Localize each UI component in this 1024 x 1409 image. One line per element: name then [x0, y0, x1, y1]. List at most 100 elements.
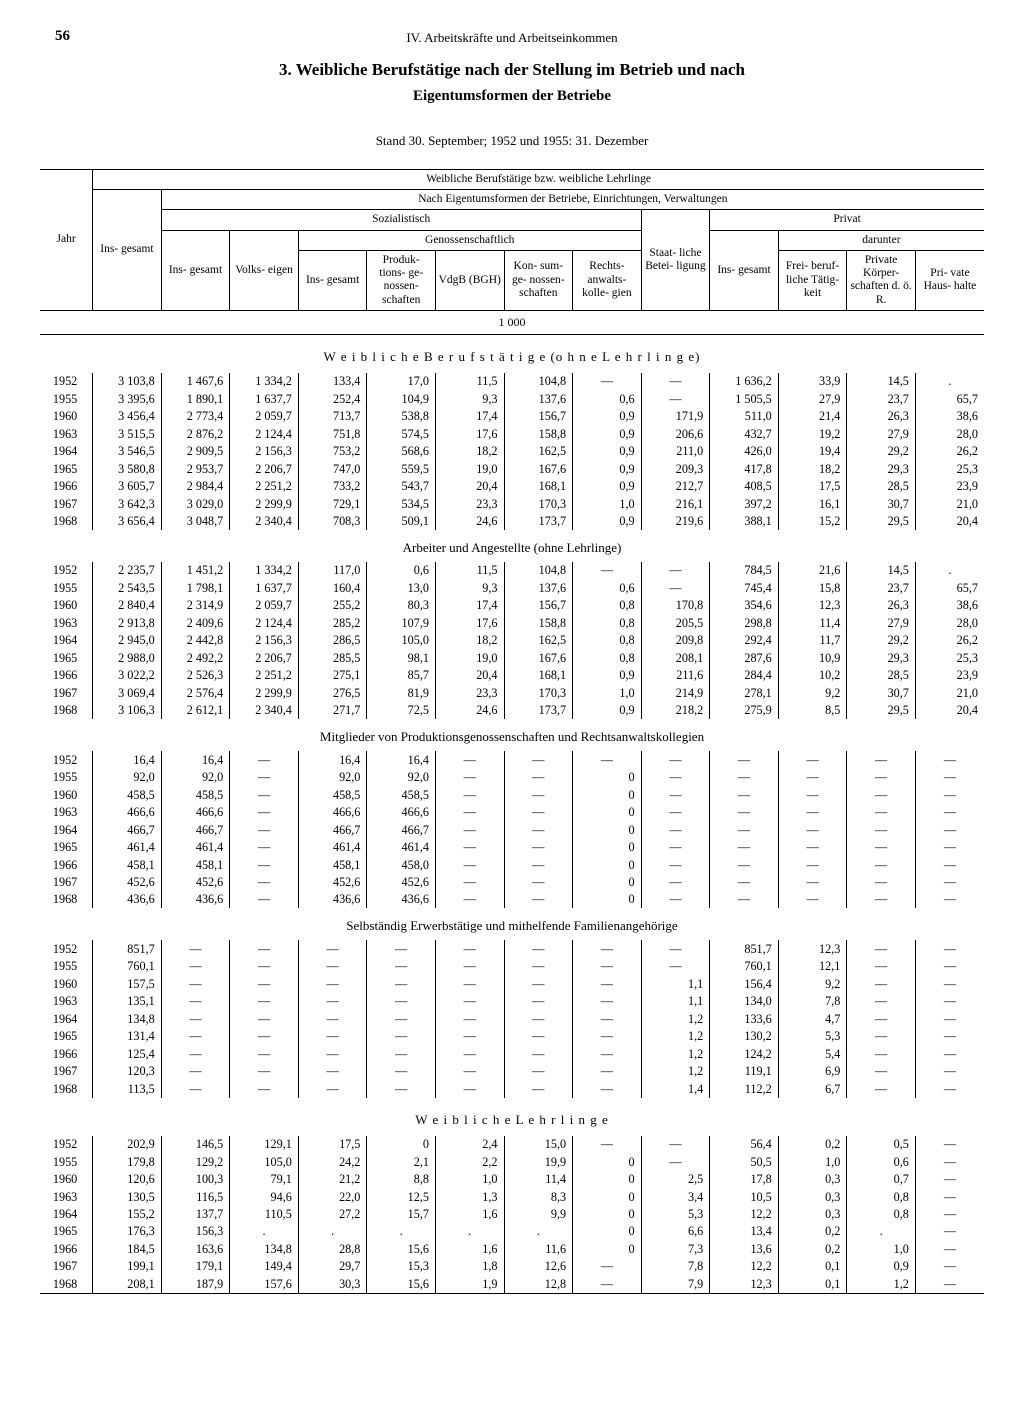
cell: 17,6	[435, 425, 504, 442]
cell: —	[641, 821, 710, 838]
cell: —	[710, 769, 779, 786]
cell: —	[573, 1258, 642, 1275]
cell: —	[504, 839, 573, 856]
cell: —	[504, 1010, 573, 1027]
cell: 1960	[40, 597, 93, 614]
cell: 747,0	[298, 460, 367, 477]
cell: —	[915, 751, 984, 768]
cell: 1966	[40, 856, 93, 873]
cell: 92,0	[298, 769, 367, 786]
cell: —	[915, 1045, 984, 1062]
cell: —	[161, 975, 230, 992]
cell: —	[847, 769, 916, 786]
cell: 120,3	[93, 1063, 162, 1080]
cell: —	[504, 769, 573, 786]
cell: 1 334,2	[230, 562, 299, 579]
cell: 1964	[40, 1010, 93, 1027]
cell: 50,5	[710, 1153, 779, 1170]
cell: 1,3	[435, 1188, 504, 1205]
unit-row: 1 000	[40, 310, 984, 334]
cell: 27,2	[298, 1206, 367, 1223]
cell: 120,6	[93, 1171, 162, 1188]
cell: 23,3	[435, 495, 504, 512]
cell: 24,2	[298, 1153, 367, 1170]
cell: 1963	[40, 993, 93, 1010]
cell: 28,8	[298, 1240, 367, 1257]
cell: 16,4	[298, 751, 367, 768]
cell: 2 206,7	[230, 460, 299, 477]
cell: —	[778, 786, 847, 803]
cell: 20,4	[915, 702, 984, 719]
cell: 149,4	[230, 1258, 299, 1275]
cell: 160,4	[298, 579, 367, 596]
cell: 284,4	[710, 667, 779, 684]
cell: —	[573, 1063, 642, 1080]
cell: 208,1	[93, 1275, 162, 1293]
cell: 81,9	[367, 684, 436, 701]
cell: 117,0	[298, 562, 367, 579]
cell: 292,4	[710, 632, 779, 649]
cell: —	[915, 993, 984, 1010]
cell: 3 580,8	[93, 460, 162, 477]
cell: 1 334,2	[230, 373, 299, 390]
cell: 19,0	[435, 460, 504, 477]
cell: 24,6	[435, 513, 504, 530]
cell: 13,0	[367, 579, 436, 596]
cell: —	[915, 1153, 984, 1170]
cell: 15,2	[778, 513, 847, 530]
cell: —	[504, 856, 573, 873]
cell: 285,2	[298, 614, 367, 631]
cell: —	[847, 804, 916, 821]
cell: 112,2	[710, 1080, 779, 1097]
table-row: 19673 642,33 029,02 299,9729,1534,523,31…	[40, 495, 984, 512]
cell: 29,3	[847, 649, 916, 666]
cell: 23,7	[847, 390, 916, 407]
cell: 17,6	[435, 614, 504, 631]
cell: 1,1	[641, 993, 710, 1010]
cell: —	[298, 1010, 367, 1027]
cell: 179,8	[93, 1153, 162, 1170]
cell: 211,0	[641, 443, 710, 460]
cell: 156,4	[710, 975, 779, 992]
cell: —	[847, 821, 916, 838]
cell: 170,3	[504, 495, 573, 512]
cell: 12,2	[710, 1258, 779, 1275]
cell: 2 945,0	[93, 632, 162, 649]
cell: 155,2	[93, 1206, 162, 1223]
cell: 1,0	[847, 1240, 916, 1257]
cell: 388,1	[710, 513, 779, 530]
cell: —	[847, 839, 916, 856]
cell: 2 251,2	[230, 667, 299, 684]
cell: 436,6	[367, 891, 436, 908]
cell: 12,8	[504, 1275, 573, 1293]
cell: 1960	[40, 1171, 93, 1188]
table-row: 19522 235,71 451,21 334,2117,00,611,5104…	[40, 562, 984, 579]
cell: 170,3	[504, 684, 573, 701]
cell: 94,6	[230, 1188, 299, 1205]
cell: 218,2	[641, 702, 710, 719]
cell: 0	[573, 839, 642, 856]
cell: 29,2	[847, 632, 916, 649]
cell: 0,9	[573, 460, 642, 477]
cell: —	[367, 1063, 436, 1080]
title-line-1: 3. Weibliche Berufstätige nach der Stell…	[40, 60, 984, 80]
cell: —	[847, 1063, 916, 1080]
cell: 3 642,3	[93, 495, 162, 512]
cell: 137,6	[504, 390, 573, 407]
cell: 534,5	[367, 495, 436, 512]
cell: 2 059,7	[230, 597, 299, 614]
cell: 1963	[40, 425, 93, 442]
table-row: 19552 543,51 798,11 637,7160,413,09,3137…	[40, 579, 984, 596]
table-row: 1960120,6100,379,121,28,81,011,402,517,8…	[40, 1171, 984, 1188]
cell: 7,3	[641, 1240, 710, 1257]
cell: 452,6	[367, 873, 436, 890]
cell: 0,9	[847, 1258, 916, 1275]
cell: 0,9	[573, 702, 642, 719]
cell: —	[435, 821, 504, 838]
cell: 851,7	[710, 940, 779, 957]
cell: 1965	[40, 839, 93, 856]
cell: 0	[573, 856, 642, 873]
cell: 133,6	[710, 1010, 779, 1027]
cell: 751,8	[298, 425, 367, 442]
cell: —	[298, 993, 367, 1010]
